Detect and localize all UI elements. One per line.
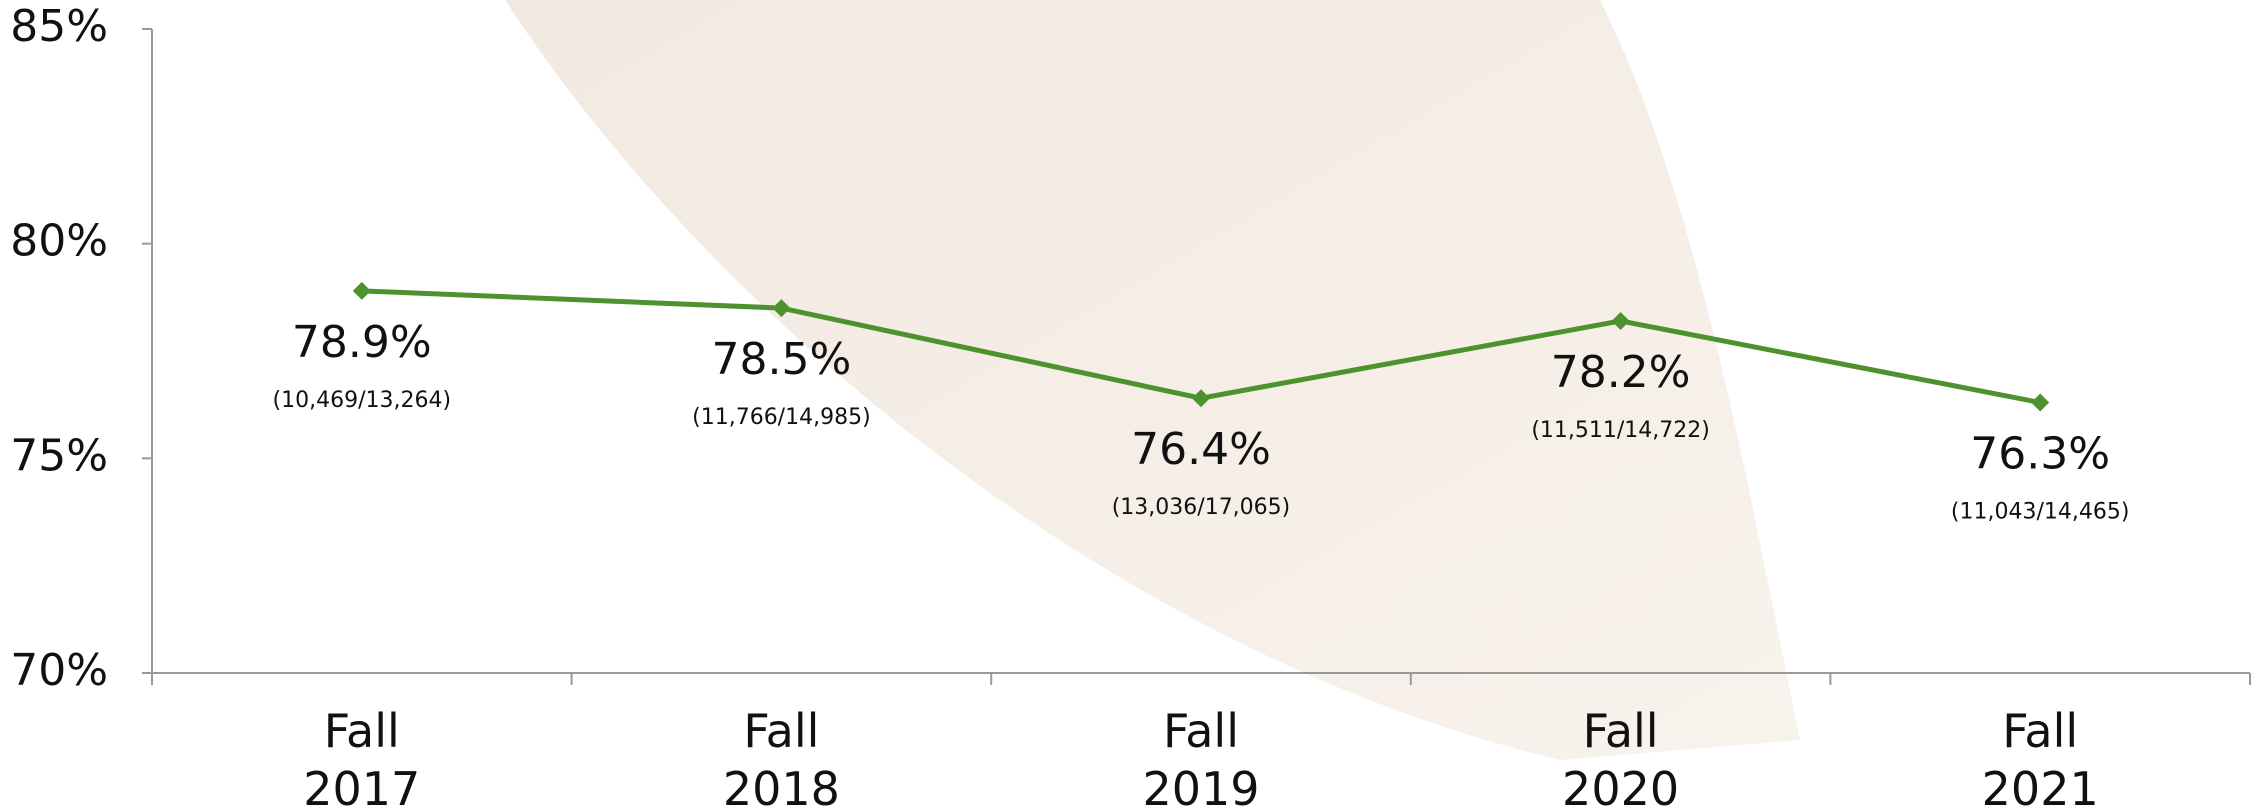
background-photo: [505, 0, 1800, 760]
value-label: 76.3%: [1970, 429, 2110, 480]
annotation: (11,766/14,985): [692, 405, 871, 430]
y-tick-label: 85%: [10, 1, 108, 52]
marker: [772, 299, 791, 318]
x-tick-label: Fall 2018: [723, 704, 840, 811]
x-tick-label: Fall 2021: [1982, 704, 2099, 811]
annotation: (11,511/14,722): [1531, 418, 1710, 443]
annotation: (10,469/13,264): [273, 388, 452, 413]
marker: [352, 281, 371, 300]
annotation: (11,043/14,465): [1951, 500, 2130, 525]
y-tick-label: 75%: [10, 430, 108, 481]
x-tick-label: Fall 2019: [1142, 704, 1259, 811]
value-label: 78.2%: [1551, 347, 1691, 398]
value-label: 78.9%: [292, 317, 432, 368]
x-tick-label: Fall 2020: [1562, 704, 1679, 811]
value-label: 76.4%: [1131, 424, 1271, 475]
y-tick-label: 70%: [10, 645, 108, 696]
marker: [1611, 311, 1630, 330]
annotation: (13,036/17,065): [1112, 495, 1291, 520]
marker: [2031, 393, 2050, 412]
marker: [1192, 389, 1210, 408]
value-label: 78.5%: [712, 334, 852, 385]
x-tick-label: Fall 2017: [303, 704, 420, 811]
y-tick-label: 80%: [10, 216, 108, 267]
